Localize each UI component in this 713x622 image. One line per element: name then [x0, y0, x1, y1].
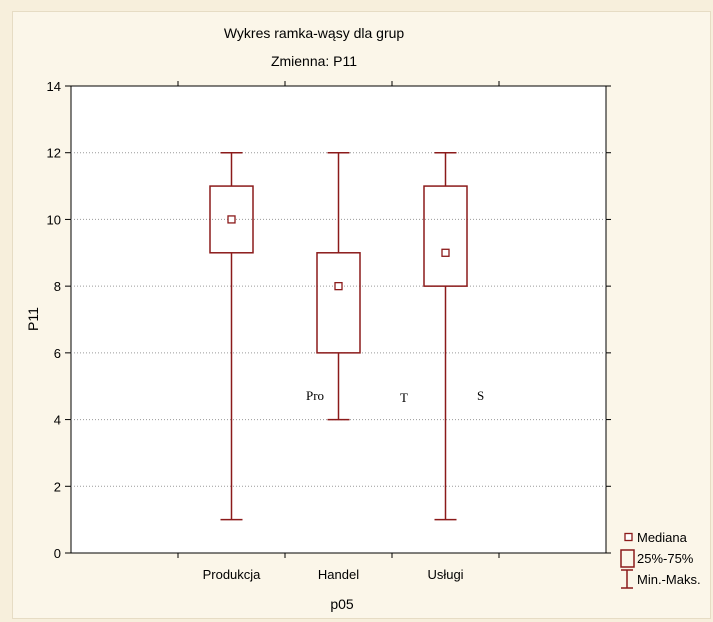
x-axis-label: p05	[330, 596, 354, 612]
x-tick-label: Produkcja	[203, 567, 262, 582]
annotation-text: S	[477, 388, 484, 403]
median-point	[334, 281, 343, 291]
legend: Mediana 25%-75% Min.-Maks.	[620, 530, 701, 589]
x-tick-label: Usługi	[427, 567, 463, 582]
iqr-box	[209, 185, 254, 254]
legend-label: Min.-Maks.	[637, 572, 701, 587]
median-point	[441, 248, 450, 257]
legend-label: 25%-75%	[637, 551, 694, 566]
annotation-text: T	[400, 390, 408, 405]
y-axis-label: P11	[25, 307, 41, 331]
chart-subtitle: Zmienna: P11	[271, 53, 357, 69]
iqr-box	[316, 252, 361, 354]
chart-title: Wykres ramka-wąsy dla grup	[224, 25, 405, 41]
legend-median-icon	[624, 532, 633, 542]
legend-box-icon	[620, 549, 635, 568]
axes: 0 2 4 6 8 10 12 14 Produkcja Handel Usługi	[47, 79, 611, 582]
median-point	[227, 215, 236, 224]
annotation-text: Pro	[306, 388, 324, 403]
iqr-box	[423, 185, 468, 287]
y-tick-label: 12	[47, 146, 61, 161]
y-tick-label: 0	[54, 546, 61, 561]
legend-label: Mediana	[637, 530, 688, 545]
y-tick-label: 6	[54, 346, 61, 361]
annotations: Pro T S	[306, 388, 484, 405]
y-tick-label: 10	[47, 212, 61, 227]
x-tick-label: Handel	[318, 567, 359, 582]
y-tick-label: 8	[54, 279, 61, 294]
y-tick-label: 14	[47, 79, 61, 94]
y-tick-label: 2	[54, 479, 61, 494]
y-tick-label: 4	[54, 413, 61, 428]
box-marks	[209, 151, 468, 521]
